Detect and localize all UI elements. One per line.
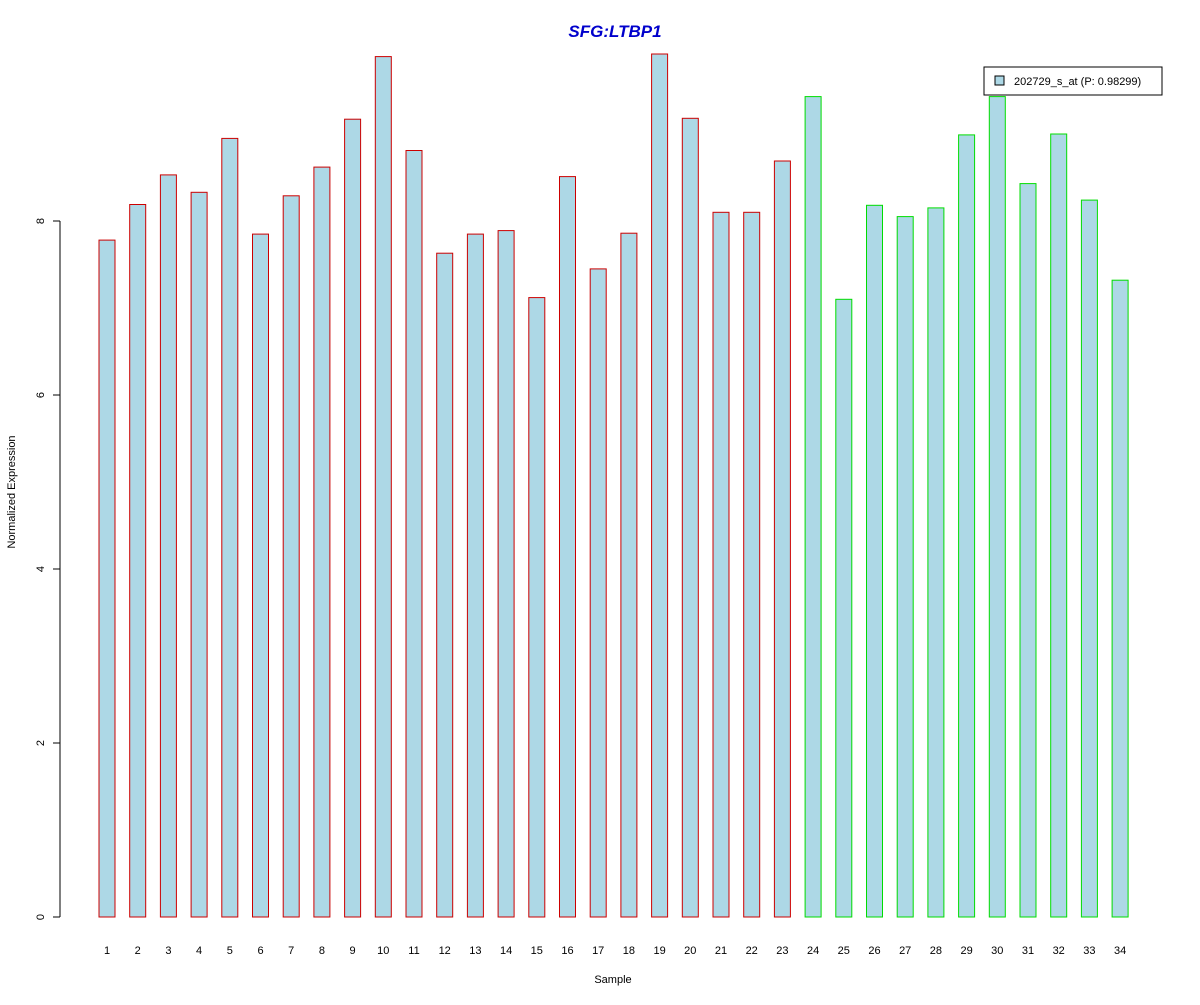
bar-sample-6 [252,233,269,918]
bar-sample-28 [927,207,945,918]
chart-title: SFG:LTBP1 [568,22,661,41]
legend: 202729_s_at (P: 0.98299) [983,66,1163,96]
bar-sample-26 [866,204,883,918]
bar-sample-17 [589,268,607,918]
bar-sample-13 [466,233,484,918]
bars [98,53,1129,918]
x-tick-label: 19 [653,945,665,957]
bar-sample-4 [190,191,208,918]
x-tick-label: 28 [930,945,942,957]
bar-sample-27 [896,216,914,918]
x-tick-label: 15 [531,945,543,957]
y-tick-label: 0 [35,914,47,920]
x-tick-label: 31 [1022,945,1034,957]
bar-sample-16 [559,176,576,918]
y-tick-label: 2 [35,740,47,746]
x-tick-label: 30 [991,945,1003,957]
x-tick-label: 17 [592,945,604,957]
bar-sample-12 [436,252,454,918]
x-tick-label: 21 [715,945,727,957]
y-tick-label: 6 [35,392,47,398]
x-tick-label: 12 [439,945,451,957]
bar-sample-11 [405,150,423,918]
x-tick-label: 11 [408,945,419,957]
bar-sample-33 [1080,199,1098,918]
x-axis: 1 2 3 4 5 6 7 8 9 10 11 12 13 14 15 16 17 18 19 20 21 22 23 24 2… [104,945,1126,957]
bar-sample-32 [1050,133,1068,918]
x-tick-label: 33 [1083,945,1095,957]
x-tick-label: 14 [500,945,512,957]
x-tick-label: 5 [227,945,233,957]
x-tick-label: 2 [135,945,141,957]
bar-sample-3 [159,174,177,918]
bar-sample-8 [313,166,331,918]
bar-sample-23 [773,160,791,918]
x-tick-label: 10 [377,945,389,957]
bar-sample-19 [651,53,669,918]
bar-sample-14 [497,230,515,918]
bar-sample-5 [221,137,239,918]
bar-sample-31 [1019,183,1037,918]
x-tick-label: 7 [288,945,294,957]
x-tick-label: 34 [1114,945,1126,957]
bar-sample-30 [988,96,1006,918]
x-tick-label: 4 [196,945,202,957]
bar-sample-10 [374,56,392,918]
bar-sample-18 [620,232,638,918]
bar-sample-29 [958,134,976,918]
bar-sample-20 [681,117,699,918]
y-tick-label: 8 [35,218,47,224]
bar-sample-9 [344,118,362,918]
bar-sample-15 [528,297,546,918]
x-tick-label: 1 [104,945,110,957]
bar-sample-34 [1111,279,1129,918]
x-tick-label: 23 [776,945,788,957]
y-axis: 0 2 4 6 8 [35,218,61,920]
x-tick-label: 3 [165,945,171,957]
x-tick-label: 24 [807,945,819,957]
x-tick-label: 13 [469,945,481,957]
bar-sample-7 [282,195,300,918]
x-tick-label: 18 [623,945,635,957]
x-tick-label: 6 [257,945,263,957]
x-tick-label: 26 [868,945,880,957]
x-tick-label: 22 [746,945,758,957]
bar-sample-1 [98,239,116,918]
x-axis-label: Sample [594,974,631,986]
x-tick-label: 27 [899,945,911,957]
x-tick-label: 25 [838,945,850,957]
x-tick-label: 29 [960,945,972,957]
bar-sample-21 [712,211,730,918]
x-tick-label: 32 [1053,945,1065,957]
bar-sample-22 [743,211,761,918]
x-tick-label: 9 [350,945,356,957]
y-tick-label: 4 [35,566,47,572]
legend-swatch [994,75,1005,86]
bar-sample-2 [129,204,147,918]
legend-label: 202729_s_at (P: 0.98299) [1014,76,1141,88]
x-tick-label: 16 [561,945,573,957]
x-tick-label: 8 [319,945,325,957]
bar-sample-24 [804,96,822,918]
bar-sample-25 [835,298,853,918]
x-tick-label: 20 [684,945,696,957]
y-axis-label: Normalized Expression [6,435,18,548]
legend-box [983,66,1163,96]
